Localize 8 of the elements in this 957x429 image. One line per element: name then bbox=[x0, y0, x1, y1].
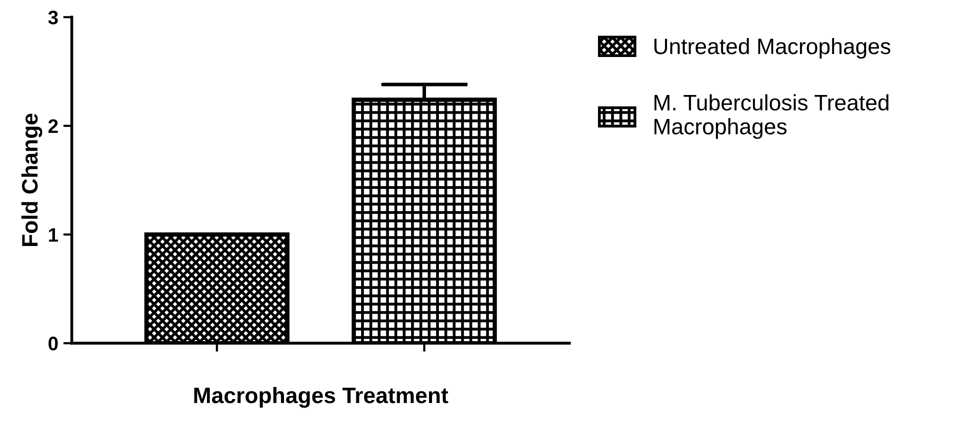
y-tick-label: 2 bbox=[48, 119, 58, 133]
legend-label: Untreated Macrophages bbox=[654, 38, 890, 59]
legend-label: M. Tuberculosis Treated Macrophages bbox=[654, 94, 888, 139]
y-tick-label: 0 bbox=[48, 336, 58, 350]
x-axis-title: Macrophages Treatment bbox=[194, 386, 448, 408]
y-tick-label: 3 bbox=[48, 10, 58, 24]
y-axis-title: Fold Change bbox=[21, 114, 42, 246]
y-tick-label: 1 bbox=[48, 228, 58, 242]
